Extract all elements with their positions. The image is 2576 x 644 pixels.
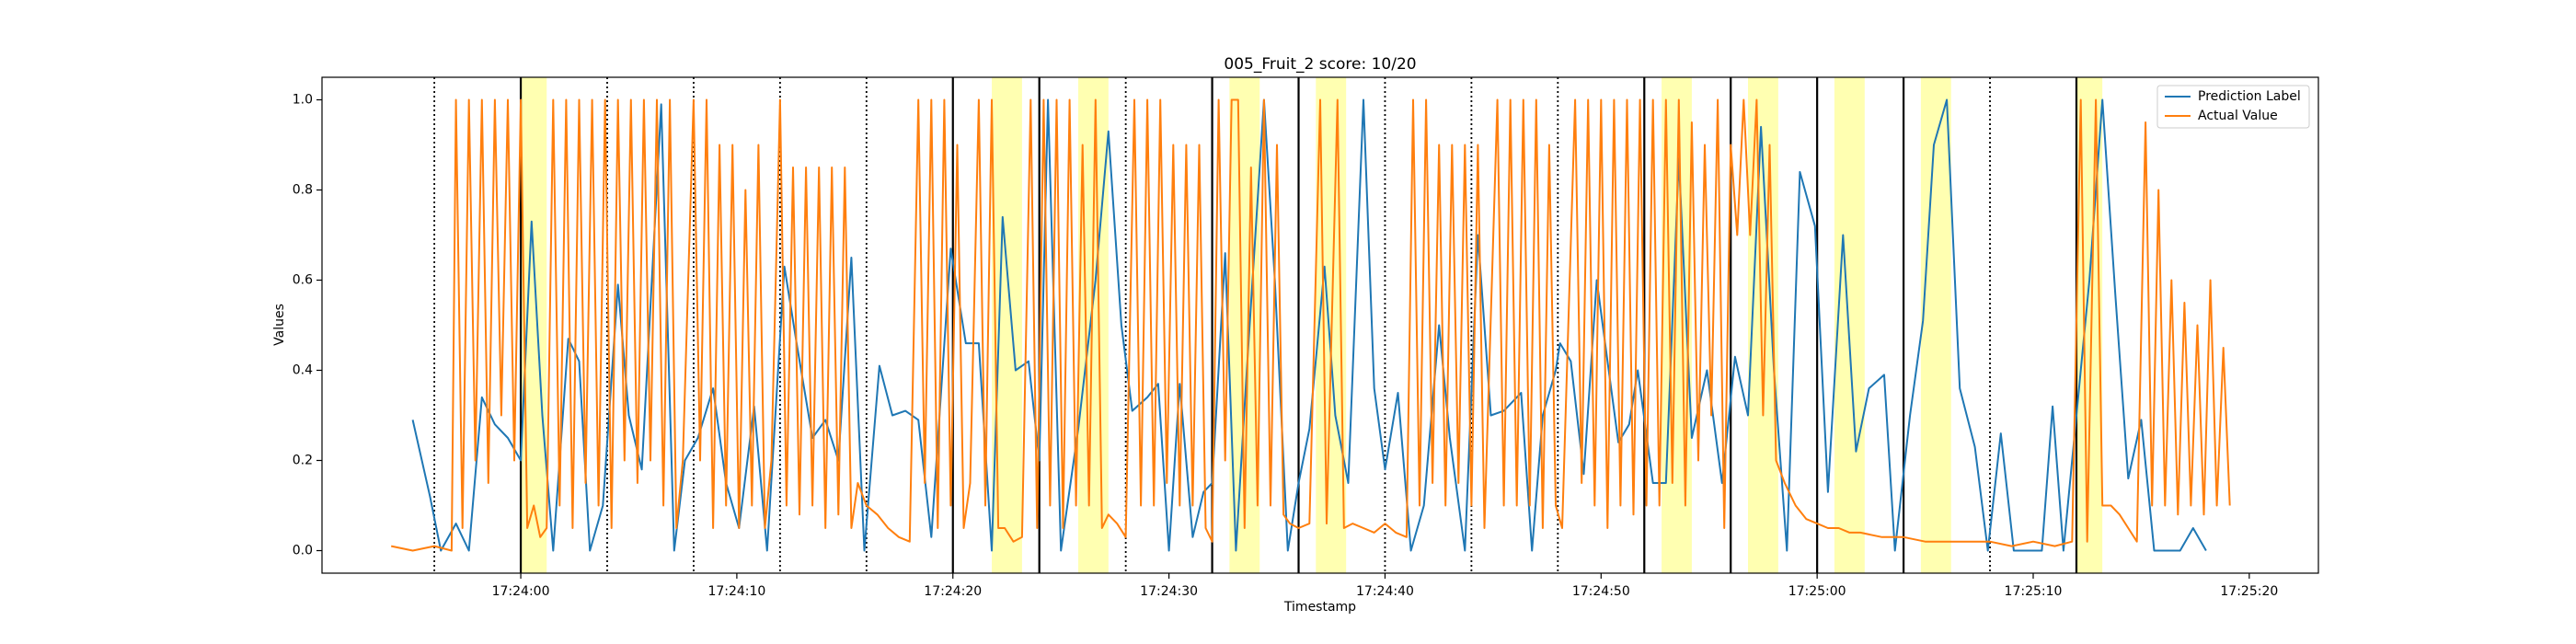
x-tick-label: 17:24:20: [924, 584, 982, 599]
x-tick-label: 17:24:00: [492, 584, 550, 599]
x-tick-label: 17:24:10: [707, 584, 765, 599]
y-axis-label: Values: [272, 304, 287, 346]
x-tick-label: 17:25:20: [2220, 584, 2278, 599]
y-tick-label: 1.0: [293, 93, 313, 108]
highlight-span: [1920, 77, 1951, 573]
legend-label: Actual Value: [2198, 109, 2278, 123]
y-tick-label: 0.4: [293, 363, 313, 378]
chart-title: 005_Fruit_2 score: 10/20: [1224, 55, 1416, 74]
x-tick-label: 17:24:30: [1140, 584, 1198, 599]
highlight-span: [992, 77, 1022, 573]
x-tick-label: 17:24:50: [1572, 584, 1630, 599]
y-tick-label: 0.0: [293, 544, 313, 558]
y-tick-label: 0.2: [293, 454, 313, 468]
highlight-span: [1834, 77, 1865, 573]
series-line: [390, 98, 2231, 552]
y-tick-label: 0.6: [293, 273, 313, 288]
x-tick-label: 17:24:40: [1356, 584, 1414, 599]
legend-box: [2156, 85, 2310, 129]
x-tick-label: 17:25:10: [2005, 584, 2063, 599]
y-tick-label: 0.8: [293, 183, 313, 198]
x-axis-label: Timestamp: [1283, 600, 1356, 615]
legend-label: Prediction Label: [2198, 89, 2301, 104]
plot-frame: [321, 76, 2319, 574]
x-tick-label: 17:25:00: [1788, 584, 1846, 599]
